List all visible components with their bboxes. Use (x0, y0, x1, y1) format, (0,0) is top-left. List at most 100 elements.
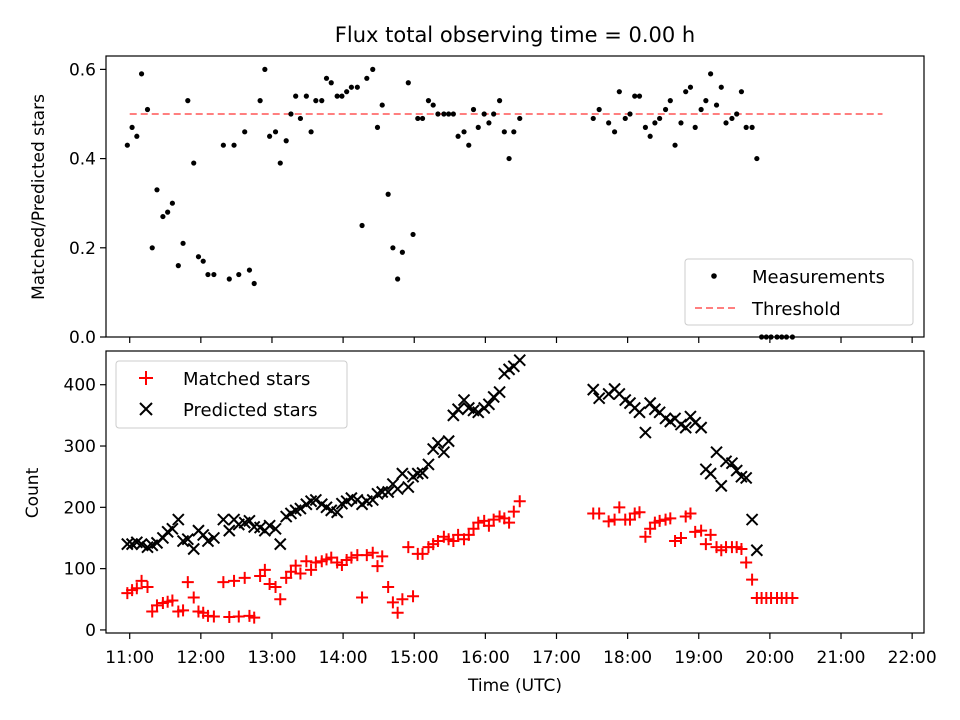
measurement-point (364, 75, 370, 81)
ratio-legend: Measurements Threshold (684, 258, 914, 326)
matched-stars-point (447, 535, 460, 548)
matched-stars-point (674, 531, 687, 544)
predicted-stars-point (166, 522, 179, 535)
matched-stars-point (309, 556, 322, 569)
matched-stars-point (177, 604, 190, 617)
measurement-point (692, 124, 698, 130)
measurement-point (138, 71, 145, 77)
matched-stars-point (258, 563, 271, 576)
measurement-point (185, 98, 191, 104)
measurement-point (231, 142, 237, 148)
measurement-point (506, 155, 512, 162)
matched-stars-point (382, 581, 395, 594)
measurement-point (657, 115, 663, 122)
matched-stars-point (274, 593, 287, 606)
matched-stars-point (407, 590, 420, 603)
measurement-point (191, 160, 197, 166)
measurement-point (596, 106, 602, 113)
ratio-y-tick-label: 0.0 (69, 328, 96, 348)
measurement-point (611, 129, 618, 135)
predicted-stars-point (416, 466, 429, 480)
measurement-point (461, 129, 467, 135)
x-tick-label: 17:00 (532, 648, 581, 668)
count-legend: Matched stars Predicted stars (115, 360, 348, 429)
predicted-stars-point (739, 471, 753, 485)
measurement-point (590, 115, 596, 122)
measurement-point (405, 80, 411, 86)
measurement-point (205, 271, 211, 278)
measurement-point (334, 93, 340, 99)
measurement-point (323, 75, 330, 81)
measurement-point (517, 115, 523, 122)
matched-stars-point (786, 592, 799, 605)
measurement-point (370, 66, 376, 72)
measurement-point (319, 98, 325, 104)
count-panel: 0 100 200 300 400 11:00 12:00 13:00 14:00 15:00 16… (23, 350, 937, 696)
matched-stars-point (371, 560, 384, 573)
predicted-stars-point (422, 458, 435, 471)
measurement-point (175, 263, 181, 269)
measurement-point (257, 98, 263, 104)
measurement-point (297, 115, 304, 122)
measurement-point (262, 66, 268, 72)
measurement-point (313, 98, 319, 104)
measurement-point (642, 124, 649, 130)
matched-stars-point (608, 513, 621, 526)
measurement-point (606, 120, 612, 126)
matched-stars-point (305, 563, 318, 576)
matched-stars-point (602, 515, 615, 528)
matched-stars-point (402, 541, 415, 554)
predicted-stars-point (135, 537, 148, 551)
matched-stars-point (664, 512, 677, 525)
x-tick-label: 19:00 (674, 648, 723, 668)
predicted-stars-point (715, 479, 728, 493)
measurement-point (481, 111, 487, 117)
measurement-point (435, 111, 441, 117)
measurement-point (169, 200, 175, 206)
measurement-point (308, 129, 314, 135)
x-tick-label: 21:00 (817, 648, 866, 668)
measurement-point (616, 89, 622, 95)
predicted-stars-point (639, 426, 652, 439)
x-tick-label: 11:00 (105, 648, 154, 668)
measurement-point (124, 142, 130, 148)
matched-stars-point (254, 569, 267, 582)
count-axis-ticks: 0 100 200 300 400 11:00 12:00 13:00 14:00 15:00 16… (64, 376, 937, 668)
measurement-point (636, 93, 643, 99)
matched-stars-point (746, 573, 759, 586)
matched-stars-point (467, 522, 480, 535)
measurement-point (149, 245, 155, 251)
measurement-point (754, 155, 760, 162)
matched-stars-point (391, 606, 404, 619)
matched-stars-point (633, 506, 646, 519)
predicted-stars-point (694, 421, 708, 434)
measurement-point (246, 267, 253, 273)
measurement-point (339, 93, 345, 99)
matched-stars-point (593, 507, 606, 520)
count-y-tick-label: 200 (64, 498, 96, 518)
matched-stars-point (232, 610, 245, 623)
measurement-point (672, 142, 678, 148)
count-y-tick-label: 0 (85, 621, 96, 641)
ratio-y-tick-label: 0.2 (69, 239, 96, 259)
predicted-stars-point (587, 383, 600, 396)
predicted-stars-point (223, 524, 236, 537)
matched-stars-point (684, 507, 697, 520)
predicted-stars-point (187, 542, 200, 556)
measurement-point (486, 120, 492, 126)
measurement-point (303, 93, 309, 99)
predicted-stars-point (269, 522, 282, 535)
predicted-stars-point (181, 532, 195, 546)
x-tick-label: 15:00 (390, 648, 439, 668)
matched-stars-point (360, 549, 373, 562)
matched-stars-point (639, 530, 652, 543)
measurement-point (211, 271, 217, 278)
predicted-stars-point (704, 467, 717, 480)
matched-stars-point (613, 501, 626, 514)
matched-stars-point (141, 581, 154, 594)
measurement-point (667, 98, 673, 104)
matched-stars-point (644, 522, 657, 535)
x-tick-label: 20:00 (745, 648, 794, 668)
predicted-stars-point (402, 480, 415, 494)
